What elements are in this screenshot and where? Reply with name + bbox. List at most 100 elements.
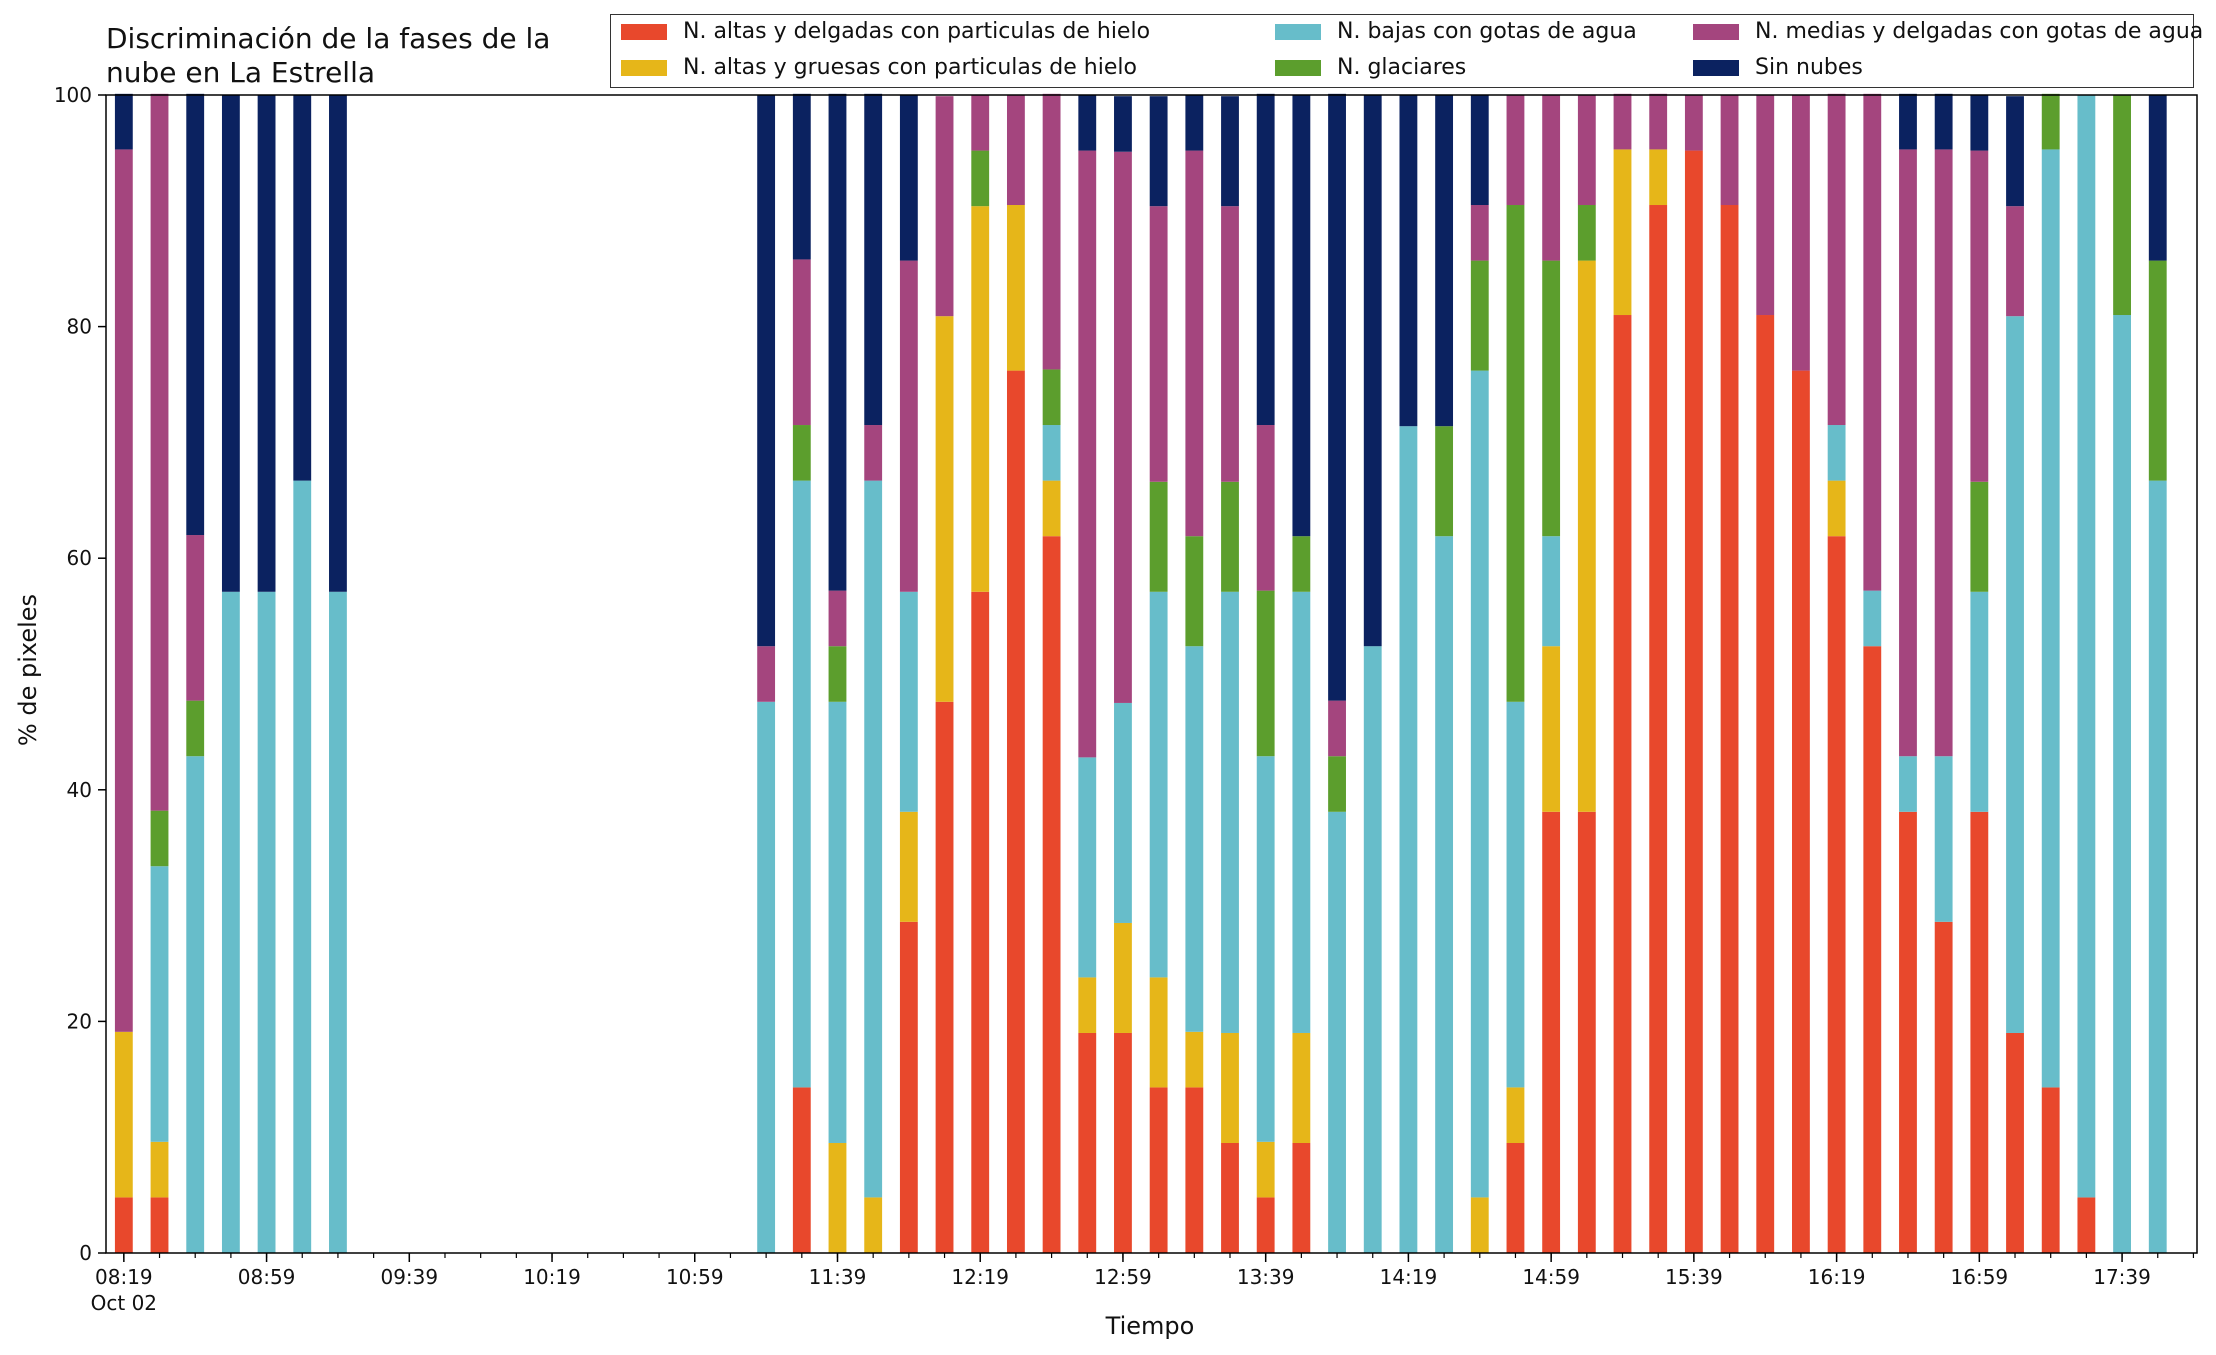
bar-segment bbox=[1256, 590, 1275, 757]
bar-segment bbox=[1221, 96, 1239, 207]
bar-segment bbox=[757, 701, 776, 1253]
bar-segment bbox=[899, 260, 918, 592]
bar-segment bbox=[1684, 95, 1703, 151]
bar-segment bbox=[1114, 922, 1132, 1033]
bar-segment bbox=[757, 646, 776, 702]
bar-segment bbox=[257, 591, 276, 1253]
bar-segment bbox=[1078, 977, 1097, 1033]
bar-segment bbox=[792, 93, 811, 260]
x-tick-label: 12:19 bbox=[951, 1265, 1009, 1289]
bar-segment bbox=[1328, 811, 1346, 1253]
x-tick-label: 15:39 bbox=[1665, 1265, 1723, 1289]
bar-segment bbox=[971, 591, 990, 1253]
bar-segment bbox=[114, 1031, 133, 1198]
y-tick-label: 60 bbox=[67, 546, 92, 570]
bar-segment bbox=[1542, 811, 1561, 1253]
bar-segment bbox=[2077, 95, 2096, 1198]
bar-segment bbox=[1470, 95, 1489, 206]
bar-segment bbox=[1114, 1032, 1132, 1253]
bar-segment bbox=[1185, 1087, 1204, 1253]
bar-segment bbox=[1542, 260, 1561, 537]
legend-item-sin-nubes: Sin nubes bbox=[1693, 55, 1863, 80]
bar-segment bbox=[257, 95, 276, 592]
bar-segment bbox=[899, 95, 918, 261]
bar-segment bbox=[1078, 150, 1097, 758]
bar-segment bbox=[1470, 260, 1489, 371]
bar-segment bbox=[1042, 93, 1061, 370]
bar-segment bbox=[1756, 95, 1775, 316]
bar-segment bbox=[971, 95, 990, 151]
bar-segment bbox=[114, 149, 133, 1032]
bar-segment bbox=[1114, 702, 1132, 923]
bar-segment bbox=[1042, 536, 1061, 1253]
bar-segment bbox=[1435, 95, 1454, 427]
bar-segment bbox=[1792, 95, 1810, 371]
bar-segment bbox=[1506, 1087, 1525, 1143]
bar-segment bbox=[792, 1087, 811, 1253]
bar-segment bbox=[1899, 149, 1917, 757]
bar-segment bbox=[1185, 646, 1204, 1032]
bar-segment bbox=[2006, 96, 2024, 207]
x-tick-label: 12:59 bbox=[1094, 1265, 1152, 1289]
x-tick-label: 16:59 bbox=[1951, 1265, 2009, 1289]
bar-segment bbox=[1863, 646, 1882, 1253]
bar-segment bbox=[2041, 149, 2060, 1088]
legend-swatch bbox=[1693, 23, 1739, 40]
bar-segment bbox=[1221, 591, 1239, 1033]
bar-segment bbox=[1613, 149, 1632, 316]
x-tick-label: 10:59 bbox=[666, 1265, 724, 1289]
bar-segment bbox=[2148, 480, 2167, 1253]
bar-segment bbox=[293, 480, 312, 1253]
legend-item-altas-delgadas: N. altas y delgadas con particulas de hi… bbox=[621, 19, 1150, 44]
bar-segment bbox=[1292, 1142, 1311, 1253]
bar-segment bbox=[1435, 426, 1454, 537]
bar-segment bbox=[2077, 1197, 2096, 1253]
x-tick-label: 13:39 bbox=[1237, 1265, 1295, 1289]
legend-swatch bbox=[1275, 23, 1321, 40]
bar-segment bbox=[1899, 811, 1917, 1253]
bar-segment bbox=[1149, 1087, 1168, 1253]
bar-segment bbox=[150, 1141, 169, 1198]
bar-segment bbox=[186, 535, 205, 701]
bar-segment bbox=[1292, 591, 1311, 1033]
bar-segment bbox=[792, 259, 811, 426]
bar-segment bbox=[1114, 151, 1132, 703]
bar-segment bbox=[1256, 425, 1275, 591]
bar-segment bbox=[1792, 370, 1810, 1254]
bar-segment bbox=[1149, 206, 1168, 482]
bar-segment bbox=[1934, 93, 1953, 150]
bar-segment bbox=[1042, 425, 1061, 481]
bar-segment bbox=[757, 95, 776, 647]
bar-segment bbox=[1114, 96, 1132, 152]
bar-segment bbox=[1149, 977, 1168, 1088]
bar-segment bbox=[1185, 95, 1204, 151]
bar-segment bbox=[2113, 95, 2131, 316]
bar-segment bbox=[828, 646, 847, 702]
bar-segment bbox=[1649, 205, 1668, 1253]
bar-segment bbox=[1506, 95, 1525, 206]
bar-segment bbox=[971, 150, 990, 207]
bar-segment bbox=[150, 93, 169, 811]
x-tick-label: 14:19 bbox=[1380, 1265, 1438, 1289]
bar-segment bbox=[1506, 701, 1525, 1088]
bar-segment bbox=[1149, 96, 1168, 207]
bar-segment bbox=[1292, 536, 1311, 592]
bar-segment bbox=[1006, 205, 1025, 371]
bar-segment bbox=[2041, 93, 2060, 150]
plot-frame bbox=[105, 94, 2198, 1254]
bar-segment bbox=[1506, 205, 1525, 702]
x-tick-label: 14:59 bbox=[1522, 1265, 1580, 1289]
bar-segment bbox=[1185, 150, 1204, 537]
y-tick-label: 80 bbox=[67, 315, 92, 339]
bar-segment bbox=[2113, 315, 2131, 1253]
bar-segment bbox=[1970, 95, 1989, 151]
bar-segment bbox=[1185, 536, 1204, 647]
y-tick-label: 0 bbox=[79, 1241, 92, 1265]
bar-segment bbox=[1577, 260, 1596, 812]
x-tick-label: 16:19 bbox=[1808, 1265, 1866, 1289]
bar-segment bbox=[2148, 260, 2167, 481]
bar-segment bbox=[2148, 95, 2167, 261]
bar-segment bbox=[150, 866, 169, 1142]
bar-segment bbox=[2006, 316, 2024, 1033]
